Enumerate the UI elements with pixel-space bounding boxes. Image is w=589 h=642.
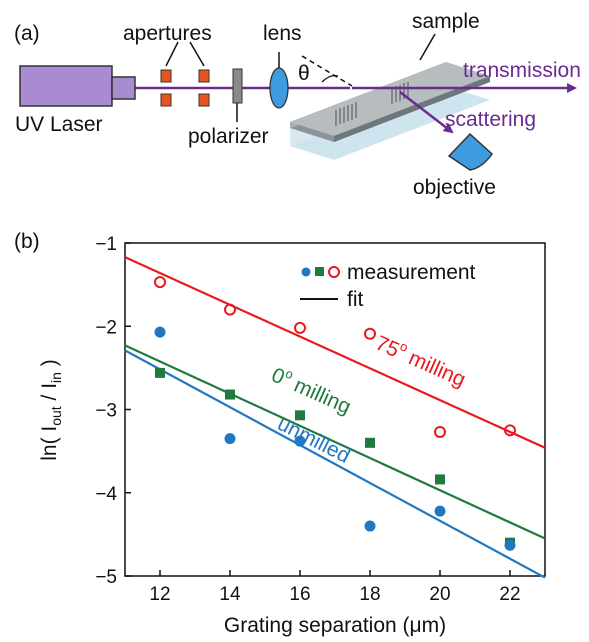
x-axis-label: Grating separation (μm) <box>224 614 446 637</box>
x-tick-label: 18 <box>359 584 380 605</box>
y-tick-label: −2 <box>95 317 117 338</box>
polarizer-label: polarizer <box>188 125 269 148</box>
theta-label: θ <box>298 62 310 85</box>
data-point-s0-4 <box>434 425 446 438</box>
x-tick-label: 22 <box>499 584 520 605</box>
data-point-s1-0 <box>155 367 165 378</box>
data-point-s2-3 <box>364 520 376 532</box>
data-point-s0-1 <box>224 303 236 316</box>
transmission-label: transmission <box>463 59 581 82</box>
x-axis: 12 14 16 18 20 22 <box>149 570 521 605</box>
panel-b: (b) 12 14 16 18 20 22 −1 −2 −3 −4 −5 Grating sepa… <box>14 230 546 637</box>
scattering-arrow <box>399 91 454 134</box>
data-point-s1-2 <box>295 410 305 421</box>
data-point-s2-5 <box>504 539 516 551</box>
legend-marker-red <box>328 266 340 278</box>
x-tick-label: 16 <box>289 584 310 605</box>
data-point-s1-1 <box>225 389 235 400</box>
legend-marker-green <box>315 267 324 276</box>
polarizer <box>232 68 243 122</box>
uv-laser-label: UV Laser <box>15 113 103 136</box>
x-tick-label: 20 <box>429 584 450 605</box>
data-points <box>154 276 516 551</box>
label-0-milling: 0o milling <box>268 361 356 419</box>
panel-b-label: (b) <box>14 230 40 253</box>
objective-label: objective <box>413 176 496 199</box>
data-point-s0-3 <box>364 327 376 340</box>
data-point-s2-2 <box>294 435 306 447</box>
objective-icon <box>447 132 493 171</box>
normal-dashed-line <box>301 55 353 87</box>
data-point-s2-0 <box>154 326 166 338</box>
y-tick-label: −4 <box>95 484 117 505</box>
theta-arc <box>321 74 339 83</box>
apertures <box>160 41 210 107</box>
legend-measurement: measurement <box>347 261 476 284</box>
x-tick-label: 14 <box>219 584 241 605</box>
sample-pointer <box>419 33 436 61</box>
legend: measurement fit <box>300 261 476 311</box>
label-unmilled: unmilled <box>274 412 354 468</box>
y-tick-label: −5 <box>95 567 117 588</box>
panel-a-label: (a) <box>14 22 40 45</box>
apertures-label: apertures <box>123 22 212 45</box>
x-tick-label: 12 <box>149 584 170 605</box>
data-point-s2-1 <box>224 433 236 445</box>
panel-a: (a) UV Laser apertures polarizer <box>14 10 581 199</box>
fit-line-0 <box>124 256 546 449</box>
data-point-s1-3 <box>365 437 375 448</box>
legend-fit: fit <box>347 288 364 311</box>
legend-marker-blue <box>301 267 311 277</box>
y-axis-label: ln( Iout / Iin ) <box>38 359 64 461</box>
uv-laser <box>19 65 136 107</box>
label-75-milling: 75o milling <box>372 329 470 392</box>
lens <box>269 52 289 109</box>
lens-label: lens <box>263 22 302 45</box>
y-tick-label: −3 <box>95 401 117 422</box>
y-tick-label: −1 <box>95 234 117 255</box>
scattering-label: scattering <box>445 108 536 131</box>
data-point-s0-0 <box>154 276 166 289</box>
data-point-s2-4 <box>434 505 446 517</box>
data-point-s0-5 <box>504 424 516 437</box>
sample-label: sample <box>412 10 480 33</box>
data-point-s1-4 <box>435 474 445 485</box>
fit-line-2 <box>124 349 546 579</box>
fit-lines <box>124 256 546 579</box>
fit-line-1 <box>124 344 546 540</box>
data-point-s0-2 <box>294 321 306 334</box>
y-axis: −1 −2 −3 −4 −5 <box>95 234 131 588</box>
